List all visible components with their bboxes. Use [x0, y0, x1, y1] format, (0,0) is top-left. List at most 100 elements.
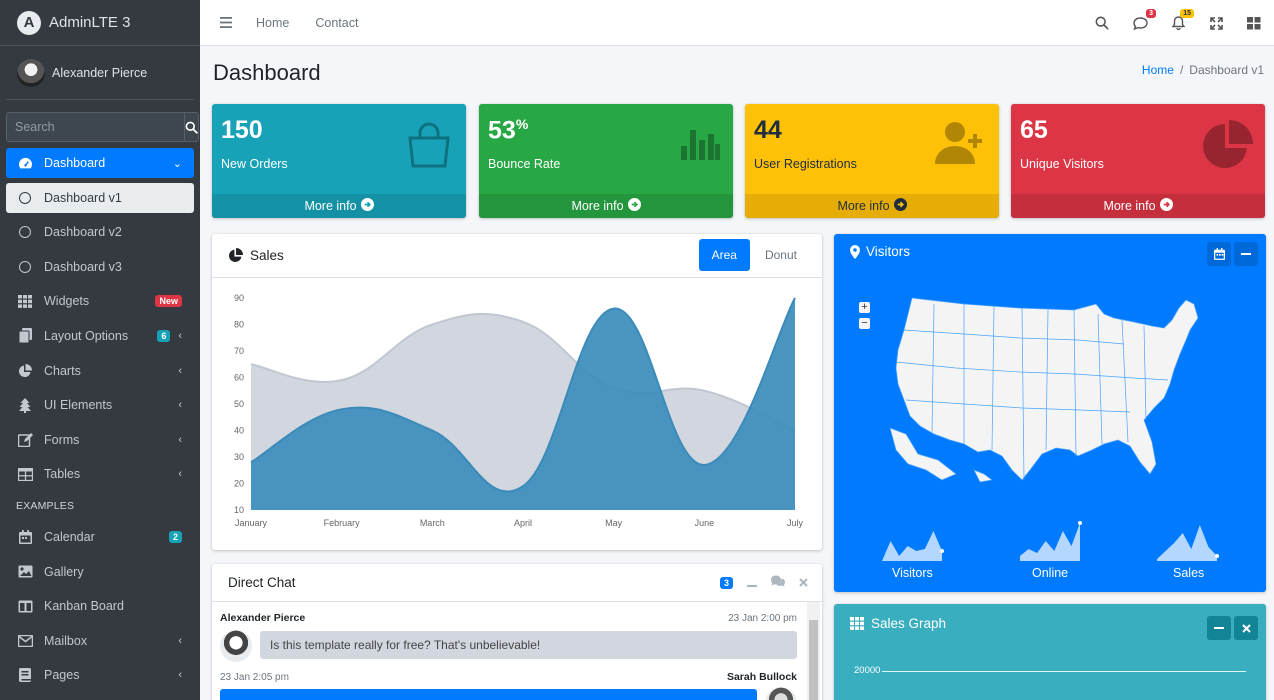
sidebar-item-label: Forms: [44, 432, 80, 447]
comments-icon[interactable]: 3: [1132, 9, 1156, 31]
sidebar-item-dashboard-v3[interactable]: Dashboard v3: [6, 252, 194, 282]
more-info-link[interactable]: More info: [212, 194, 466, 218]
x-tick-label: February: [324, 518, 361, 528]
series-line-0: [250, 312, 796, 432]
chevron-left-icon: ‹: [178, 634, 182, 647]
comments-icon[interactable]: [771, 575, 785, 590]
map-zoom-in-button[interactable]: +: [859, 302, 870, 313]
sidebar-item-widgets[interactable]: Widgets New: [6, 286, 194, 316]
x-tick-label: April: [514, 518, 532, 528]
breadcrumb-home[interactable]: Home: [1141, 63, 1174, 77]
stat-value: 53%: [488, 116, 529, 145]
tachometer-icon: [16, 157, 34, 170]
nav-link-home[interactable]: Home: [256, 15, 290, 30]
minus-icon[interactable]: [747, 575, 757, 590]
search-icon[interactable]: [1094, 15, 1110, 31]
person-add-icon: [935, 120, 987, 169]
card-header: Sales Area Donut: [212, 234, 822, 278]
sidebar-search-input[interactable]: [6, 112, 184, 142]
chevron-left-icon: ‹: [178, 329, 182, 342]
collapse-button[interactable]: [1234, 242, 1258, 266]
bell-icon[interactable]: 15: [1170, 9, 1194, 31]
sidebar-item-calendar[interactable]: Calendar 2: [6, 522, 194, 552]
envelope-icon: [16, 634, 34, 647]
chat-message-author: Alexander Pierce: [220, 612, 306, 624]
sidebar-search-button[interactable]: [184, 112, 199, 142]
sidebar-item-label: Calendar: [44, 529, 95, 544]
brand-logo-icon: A: [17, 10, 41, 35]
card-tools: 3: [719, 575, 808, 590]
chevron-left-icon: ‹: [178, 399, 182, 412]
card-header: Visitors: [850, 244, 910, 259]
sidebar-item-tables[interactable]: Tables ‹: [6, 459, 194, 489]
sidebar-item-label: Dashboard v2: [44, 225, 122, 240]
sidebar-item-label: UI Elements: [44, 398, 113, 413]
columns-icon: [16, 600, 34, 613]
more-info-link[interactable]: More info: [1011, 194, 1265, 218]
sidebar-item-layout-options[interactable]: Layout Options 6 ‹: [6, 321, 194, 351]
more-info-link[interactable]: More info: [479, 194, 733, 218]
date-range-button[interactable]: [1207, 242, 1231, 266]
more-info-link[interactable]: More info: [745, 194, 999, 218]
breadcrumb-separator: /: [1179, 63, 1184, 77]
direct-chat-card: Direct Chat 3 Alexander Pierce 23 Jan 2:…: [212, 564, 822, 700]
sidebar-item-label: Kanban Board: [44, 599, 124, 614]
card-header: Sales Graph: [850, 616, 946, 631]
sidebar-item-dashboard-v1[interactable]: Dashboard v1: [6, 182, 194, 213]
y-tick-label: 10: [234, 505, 244, 515]
sidebar-nav: Dashboard ⌄ Dashboard v1 Dashboard v2 Da…: [0, 148, 200, 690]
x-tick-label: January: [235, 518, 268, 528]
stat-box-user-registrations: 44 User Registrations More info: [745, 104, 999, 218]
card-tools: [1207, 616, 1258, 640]
new-badge: New: [155, 295, 182, 308]
sidebar-item-ui-elements[interactable]: UI Elements ‹: [6, 390, 194, 420]
y-tick-label: 30: [234, 452, 244, 462]
circle-icon: [19, 226, 31, 239]
breadcrumb: Home / Dashboard v1: [1142, 63, 1264, 77]
y-tick-label: 70: [234, 346, 244, 356]
chat-message-bubble: [220, 689, 757, 700]
sidebar-item-label: Layout Options: [44, 328, 129, 343]
grid-icon[interactable]: [1246, 15, 1262, 31]
usa-map[interactable]: [834, 274, 1266, 504]
sidebar-item-label: Dashboard v3: [44, 259, 122, 274]
tab-donut[interactable]: Donut: [764, 248, 797, 262]
collapse-button[interactable]: [1207, 616, 1231, 640]
sidebar-item-forms[interactable]: Forms ‹: [6, 425, 194, 455]
menu-toggle-icon[interactable]: [220, 15, 232, 31]
sidebar-item-label: Gallery: [44, 564, 84, 579]
stat-label: New Orders: [221, 157, 288, 171]
image-icon: [16, 565, 34, 578]
notifications-badge: 15: [1180, 9, 1194, 18]
close-icon: [1241, 623, 1251, 633]
sparkline-1: [1020, 523, 1080, 561]
brand-link[interactable]: A AdminLTE 3: [0, 0, 200, 46]
sidebar-item-dashboard-v2[interactable]: Dashboard v2: [6, 217, 194, 247]
user-panel[interactable]: Alexander Pierce: [6, 46, 194, 100]
chevron-left-icon: ‹: [178, 468, 182, 481]
card-title: Direct Chat: [228, 575, 296, 590]
nav-header-examples: EXAMPLES: [16, 499, 75, 512]
expand-icon[interactable]: [1208, 15, 1224, 31]
scrollbar-thumb[interactable]: [809, 620, 818, 700]
stat-value: 65: [1020, 116, 1048, 144]
sidebar-item-dashboard[interactable]: Dashboard ⌄: [6, 148, 194, 178]
sidebar-item-pages[interactable]: Pages ‹: [6, 660, 194, 690]
y-tick-label: 90: [234, 293, 244, 303]
tab-area[interactable]: Area: [698, 239, 750, 271]
nav-link-contact[interactable]: Contact: [315, 15, 359, 30]
close-button[interactable]: [1234, 616, 1258, 640]
sidebar-item-kanban[interactable]: Kanban Board: [6, 591, 194, 621]
sidebar-item-gallery[interactable]: Gallery: [6, 557, 194, 587]
chat-scrollbar[interactable]: [807, 602, 820, 700]
sidebar-item-label: Pages: [44, 668, 80, 683]
stat-box-unique-visitors: 65 Unique Visitors More info: [1011, 104, 1265, 218]
sparkline-label-sales: Sales: [1173, 566, 1205, 580]
sidebar-item-charts[interactable]: Charts ‹: [6, 356, 194, 386]
close-icon[interactable]: [799, 575, 808, 590]
calendar-icon: [16, 529, 34, 544]
sidebar-item-mailbox[interactable]: Mailbox ‹: [6, 626, 194, 656]
sidebar-item-label: Mailbox: [44, 633, 88, 648]
map-zoom-out-button[interactable]: −: [859, 318, 870, 329]
top-navbar: Home Contact 3 15: [200, 0, 1274, 46]
